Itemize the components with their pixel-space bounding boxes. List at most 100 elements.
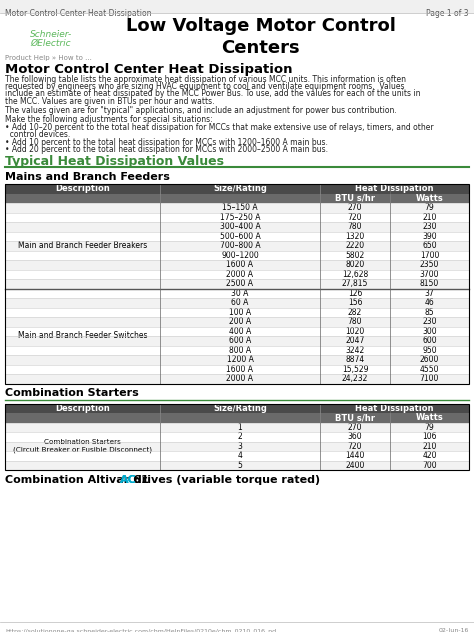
Text: 156: 156 xyxy=(348,298,362,307)
Bar xyxy=(5,346,469,355)
Bar xyxy=(5,327,469,336)
Text: 85: 85 xyxy=(425,308,434,317)
Text: Page 1 of 3: Page 1 of 3 xyxy=(427,9,469,18)
Text: 2047: 2047 xyxy=(346,336,365,345)
Text: 600: 600 xyxy=(422,336,437,345)
Text: https://solutionone-qa.schneider-electric.com/chm/HelpFiles/0210e/chm_0210_016_n: https://solutionone-qa.schneider-electri… xyxy=(5,628,282,632)
Text: 230: 230 xyxy=(422,317,437,326)
Bar xyxy=(5,241,469,250)
Text: Combination Altivar 61: Combination Altivar 61 xyxy=(5,475,153,485)
Text: 4550: 4550 xyxy=(420,365,439,374)
Text: Main and Branch Feeder Breakers: Main and Branch Feeder Breakers xyxy=(18,241,147,250)
Text: • Add 10–20 percent to the total heat dissipation for MCCs that make extensive u: • Add 10–20 percent to the total heat di… xyxy=(5,123,434,132)
Text: • Add 20 percent to the total heat dissipation for MCCs with 2000–2500 A main bu: • Add 20 percent to the total heat dissi… xyxy=(5,145,328,154)
Bar xyxy=(5,184,469,193)
Text: • Add 10 percent to the total heat dissipation for MCCs with 1200–1600 A main bu: • Add 10 percent to the total heat dissi… xyxy=(5,138,328,147)
Text: 15,529: 15,529 xyxy=(342,365,368,374)
Text: 100 A: 100 A xyxy=(229,308,251,317)
Text: 1600 A: 1600 A xyxy=(227,260,254,269)
Bar xyxy=(5,374,469,384)
Text: requested by engineers who are sizing HVAC equipment to cool and ventilate equip: requested by engineers who are sizing HV… xyxy=(5,82,404,91)
Text: 1600 A: 1600 A xyxy=(227,365,254,374)
Bar xyxy=(5,212,469,222)
Bar xyxy=(5,403,469,470)
Text: 24,232: 24,232 xyxy=(342,374,368,383)
Text: 1200 A: 1200 A xyxy=(227,355,254,364)
Bar xyxy=(5,423,469,432)
Text: include an estimate of heat dissipated by the MCC Power Bus. To use, add the val: include an estimate of heat dissipated b… xyxy=(5,89,420,99)
Text: Description: Description xyxy=(55,404,110,413)
Text: the MCC. Values are given in BTUs per hour and watts.: the MCC. Values are given in BTUs per ho… xyxy=(5,97,215,106)
Bar xyxy=(5,355,469,365)
Text: drives (variable torque rated): drives (variable torque rated) xyxy=(130,475,320,485)
Text: 390: 390 xyxy=(422,232,437,241)
Text: Combination Starters: Combination Starters xyxy=(5,389,139,399)
Text: Low Voltage Motor Control
Centers: Low Voltage Motor Control Centers xyxy=(126,17,396,58)
Text: 7100: 7100 xyxy=(420,374,439,383)
Text: 175–250 A: 175–250 A xyxy=(220,213,260,222)
Text: 720: 720 xyxy=(348,442,362,451)
Bar xyxy=(5,298,469,308)
Text: 700–800 A: 700–800 A xyxy=(219,241,260,250)
Bar xyxy=(5,222,469,231)
Text: 2350: 2350 xyxy=(420,260,439,269)
Text: 650: 650 xyxy=(422,241,437,250)
Text: 300–400 A: 300–400 A xyxy=(219,222,260,231)
Text: 2: 2 xyxy=(237,432,242,441)
Text: 106: 106 xyxy=(422,432,437,441)
Text: 2500 A: 2500 A xyxy=(227,279,254,288)
Text: Description: Description xyxy=(55,185,110,193)
Text: Make the following adjustments for special situations:: Make the following adjustments for speci… xyxy=(5,115,213,124)
Text: 270: 270 xyxy=(348,423,362,432)
Text: 02-Jun-16: 02-Jun-16 xyxy=(438,628,469,632)
Text: 79: 79 xyxy=(425,423,434,432)
Text: 600 A: 600 A xyxy=(229,336,251,345)
Text: AC: AC xyxy=(120,475,137,485)
Text: 79: 79 xyxy=(425,204,434,212)
Bar xyxy=(5,442,469,451)
Text: Main and Branch Feeder Switches: Main and Branch Feeder Switches xyxy=(18,332,147,341)
Text: Watts: Watts xyxy=(416,413,443,422)
Bar xyxy=(5,413,469,423)
Text: BTU s/hr: BTU s/hr xyxy=(335,413,375,422)
Text: 3242: 3242 xyxy=(346,346,365,355)
Text: 12,628: 12,628 xyxy=(342,270,368,279)
Bar xyxy=(5,432,469,442)
Text: AC: AC xyxy=(120,475,137,485)
Text: 37: 37 xyxy=(425,289,434,298)
Text: 8874: 8874 xyxy=(346,355,365,364)
Text: control devices.: control devices. xyxy=(5,130,70,140)
Text: 46: 46 xyxy=(425,298,434,307)
Text: 3: 3 xyxy=(237,442,242,451)
Text: Watts: Watts xyxy=(416,194,443,203)
Bar xyxy=(5,451,469,461)
Text: 30 A: 30 A xyxy=(231,289,249,298)
Text: Product Help » How to ...: Product Help » How to ... xyxy=(5,55,92,61)
Text: BTU s/hr: BTU s/hr xyxy=(335,194,375,203)
Text: 1: 1 xyxy=(237,423,242,432)
Text: 1700: 1700 xyxy=(420,251,439,260)
Bar xyxy=(5,317,469,327)
Text: 950: 950 xyxy=(422,346,437,355)
Text: 1020: 1020 xyxy=(346,327,365,336)
Text: 282: 282 xyxy=(348,308,362,317)
Text: 210: 210 xyxy=(422,442,437,451)
Text: 2600: 2600 xyxy=(420,355,439,364)
Text: The following table lists the approximate heat dissipation of various MCC units.: The following table lists the approximat… xyxy=(5,75,406,84)
Text: 15–150 A: 15–150 A xyxy=(222,204,258,212)
Text: Size/Rating: Size/Rating xyxy=(213,185,267,193)
Text: 420: 420 xyxy=(422,451,437,460)
Text: 210: 210 xyxy=(422,213,437,222)
Bar xyxy=(5,250,469,260)
Text: Schnei̇er-: Schnei̇er- xyxy=(30,30,72,39)
Text: 270: 270 xyxy=(348,204,362,212)
Text: 4: 4 xyxy=(237,451,242,460)
Text: 1440: 1440 xyxy=(346,451,365,460)
Text: 400 A: 400 A xyxy=(229,327,251,336)
Bar xyxy=(5,336,469,346)
Bar xyxy=(0,0,474,13)
Text: Motor Control Center Heat Dissipation: Motor Control Center Heat Dissipation xyxy=(5,63,292,76)
Bar xyxy=(5,203,469,212)
Text: Typical Heat Dissipation Values: Typical Heat Dissipation Values xyxy=(5,155,224,168)
Text: Size/Rating: Size/Rating xyxy=(213,404,267,413)
